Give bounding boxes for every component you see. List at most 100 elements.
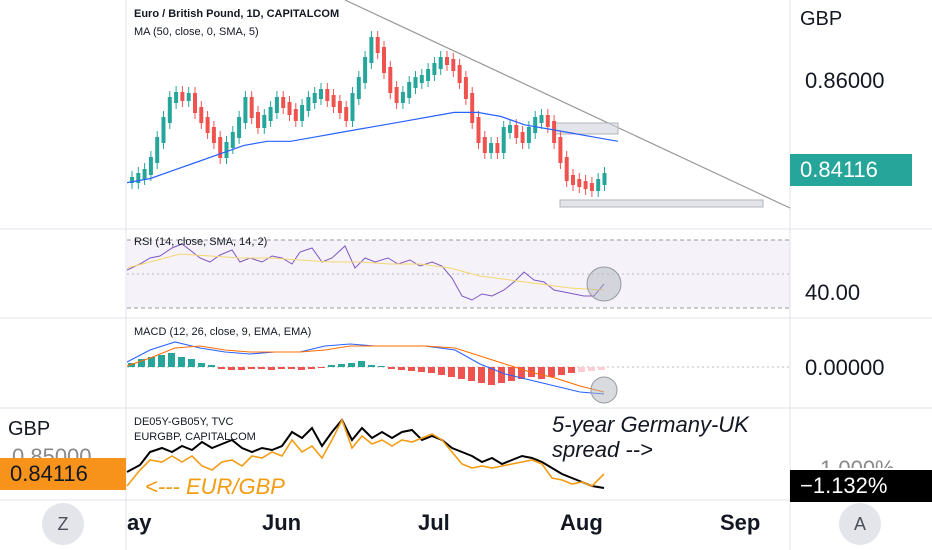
spread-legend: DE05Y-GB05Y, TVC xyxy=(134,416,234,428)
candle xyxy=(451,59,456,71)
candle xyxy=(130,177,134,183)
spread-line xyxy=(126,418,605,489)
candle xyxy=(218,137,223,158)
candle xyxy=(293,109,298,121)
candle xyxy=(186,93,191,101)
ma-legend: MA (50, close, 0, SMA, 5) xyxy=(134,26,259,38)
rsi-highlight-circle xyxy=(586,266,622,302)
candle xyxy=(325,89,330,101)
macd-bar xyxy=(468,367,475,381)
candle xyxy=(596,179,601,191)
month-label: Sep xyxy=(720,510,761,535)
candle xyxy=(602,173,607,185)
candle xyxy=(230,132,235,148)
macd-bar xyxy=(288,367,295,369)
candle xyxy=(413,77,418,88)
rsi-legend: RSI (14, close, SMA, 14, 2) xyxy=(134,236,268,248)
candle xyxy=(470,93,475,123)
candle xyxy=(167,97,172,123)
candle xyxy=(571,175,575,185)
resistance-box xyxy=(552,122,619,135)
macd-bar xyxy=(448,367,455,377)
candle xyxy=(274,97,279,113)
candle xyxy=(501,127,506,153)
candle xyxy=(350,93,355,121)
candle xyxy=(552,121,557,143)
eurgbp-price-tag: 0.84116 xyxy=(0,458,126,490)
macd-bar xyxy=(498,367,505,383)
month-label: Aug xyxy=(560,510,603,535)
macd-bar xyxy=(268,367,275,370)
candle xyxy=(520,132,525,143)
left-axis-currency: GBP xyxy=(8,418,51,440)
candle xyxy=(457,65,462,83)
candle xyxy=(432,63,437,75)
macd-bar xyxy=(328,365,335,367)
macd-bar xyxy=(508,367,515,381)
macd-bar xyxy=(428,367,435,373)
macd-bar xyxy=(228,367,235,370)
macd-bar xyxy=(358,361,365,367)
candles-group xyxy=(130,31,607,197)
macd-bar xyxy=(408,367,415,371)
macd-bar xyxy=(278,367,285,369)
candle xyxy=(539,115,544,123)
macd-bar xyxy=(598,367,605,370)
candle xyxy=(476,117,481,143)
macd-bar xyxy=(588,367,595,371)
macd-bar xyxy=(158,355,165,367)
candle xyxy=(526,127,531,143)
trendline xyxy=(344,0,791,209)
candle xyxy=(256,112,260,128)
candle xyxy=(382,47,386,73)
candle xyxy=(388,67,393,93)
rsi-axis-tick: 40.00 xyxy=(805,280,861,305)
macd-bar xyxy=(248,367,255,369)
candle xyxy=(262,115,267,128)
candle xyxy=(514,125,519,138)
candle xyxy=(495,143,500,153)
macd-line xyxy=(126,341,605,395)
macd-bar xyxy=(178,357,185,367)
candle xyxy=(249,97,254,118)
macd-bar xyxy=(338,364,345,367)
rsi-line xyxy=(126,243,605,301)
rsi-ma-line xyxy=(126,253,605,291)
left-scale-button[interactable]: Z xyxy=(42,503,84,545)
left-axis-tick: 0.85000 xyxy=(12,444,92,458)
candle xyxy=(161,117,166,143)
macd-bar xyxy=(388,367,395,369)
macd-bar xyxy=(488,367,495,385)
spread-annotation-line1: 5-year Germany-UK xyxy=(552,412,749,437)
price-axis-currency: GBP xyxy=(800,8,843,30)
macd-bar xyxy=(398,367,405,370)
candle xyxy=(174,92,179,103)
candle xyxy=(508,125,512,133)
macd-histogram xyxy=(128,353,605,385)
candle xyxy=(375,37,380,53)
candle xyxy=(180,92,185,101)
macd-bar xyxy=(188,359,195,367)
candle xyxy=(268,107,273,121)
macd-bar xyxy=(418,367,425,372)
eurgbp-legend: EURGBP, CAPITALCOM xyxy=(134,431,256,443)
candle xyxy=(564,157,569,181)
spread-annotation-line2: spread --> xyxy=(552,437,653,462)
month-label: Jun xyxy=(262,510,302,535)
candle xyxy=(589,183,594,191)
macd-bar xyxy=(238,367,245,370)
left-axis-clip: 0.85000 xyxy=(0,440,126,458)
candle xyxy=(205,117,210,133)
macd-bar xyxy=(308,367,315,369)
macd-bar xyxy=(258,367,265,369)
macd-bar xyxy=(538,367,545,379)
candle xyxy=(400,92,405,103)
macd-bar xyxy=(518,367,525,379)
candle xyxy=(243,97,248,123)
candle xyxy=(344,107,349,121)
auto-scale-button[interactable]: A xyxy=(839,503,881,545)
support-box xyxy=(559,199,764,208)
candle xyxy=(155,137,160,163)
candle xyxy=(407,82,412,98)
